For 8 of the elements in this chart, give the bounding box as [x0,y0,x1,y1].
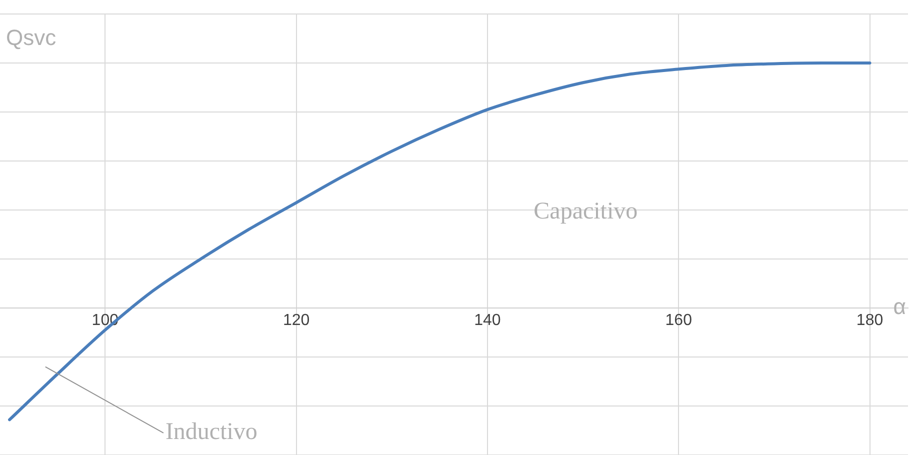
annotation: Inductivo [165,419,258,446]
x-tick-label: 180 [856,312,884,330]
x-tick-label: 140 [474,312,501,330]
y-axis-title: Qsvc [6,25,56,50]
annotation: Capacitivo [534,198,638,225]
x-tick-label: 120 [282,312,310,330]
x-axis-title: α [893,294,906,320]
x-tick-label: 160 [665,312,692,330]
